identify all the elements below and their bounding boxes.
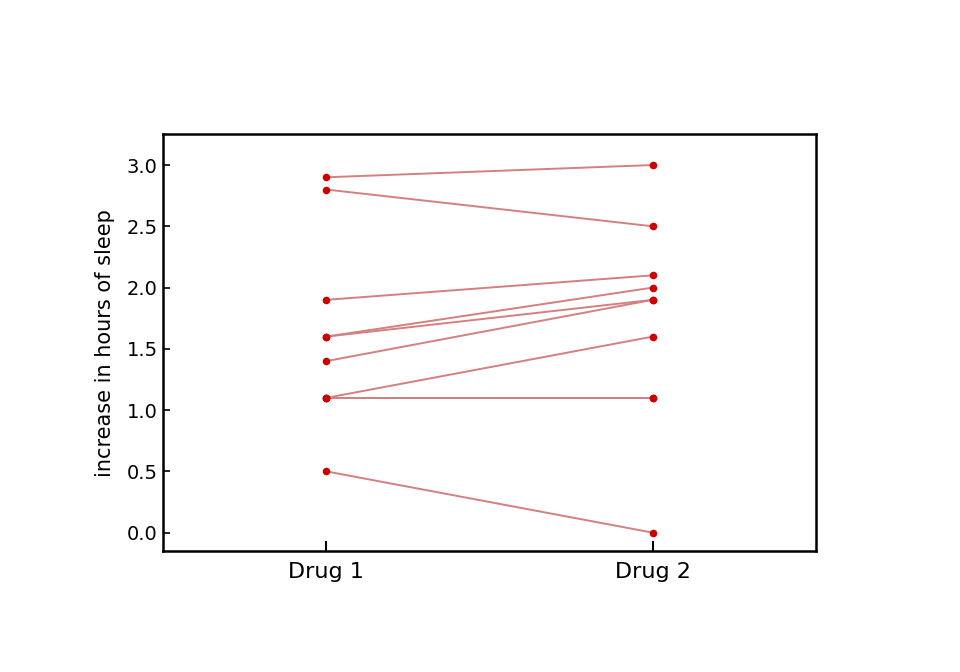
Point bbox=[645, 221, 660, 232]
Point bbox=[645, 270, 660, 281]
Point bbox=[645, 160, 660, 171]
Point bbox=[645, 294, 660, 305]
Point bbox=[319, 184, 334, 195]
Point bbox=[645, 282, 660, 293]
Point bbox=[645, 528, 660, 538]
Point bbox=[319, 331, 334, 342]
Point bbox=[645, 392, 660, 403]
Point bbox=[319, 331, 334, 342]
Point bbox=[319, 172, 334, 183]
Point bbox=[319, 392, 334, 403]
Point bbox=[319, 392, 334, 403]
Point bbox=[645, 331, 660, 342]
Point bbox=[645, 392, 660, 403]
Point bbox=[319, 392, 334, 403]
Point bbox=[319, 355, 334, 366]
Point bbox=[319, 466, 334, 476]
Y-axis label: increase in hours of sleep: increase in hours of sleep bbox=[95, 209, 115, 476]
Point bbox=[319, 294, 334, 305]
Point bbox=[645, 294, 660, 305]
